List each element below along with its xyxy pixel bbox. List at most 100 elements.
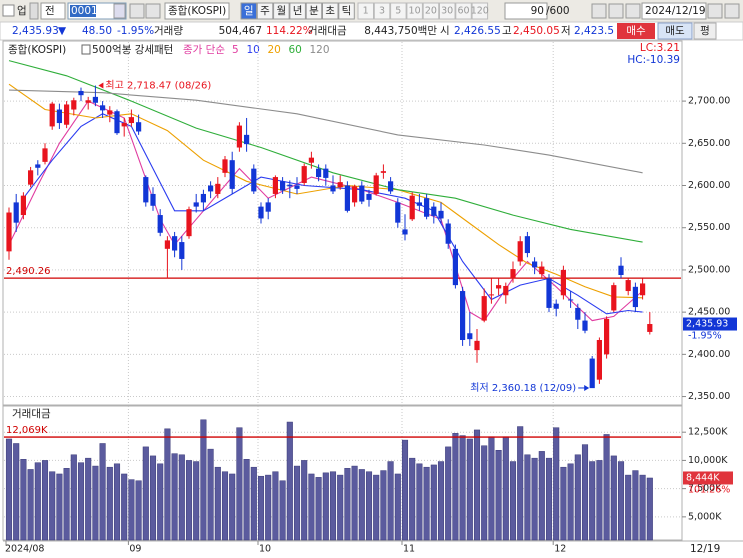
dropdown[interactable] (29, 2, 39, 20)
volume-bar (329, 471, 337, 541)
volume-bar (617, 461, 625, 541)
volume-bar (193, 461, 200, 541)
interval-label: 5 (395, 6, 401, 17)
candle-body (445, 223, 451, 244)
volume-bar (409, 457, 416, 541)
volume-bar (430, 464, 437, 541)
date-input[interactable] (641, 2, 707, 20)
candle-body (380, 171, 386, 173)
checkbox[interactable] (2, 4, 15, 17)
volume-bar (481, 445, 488, 541)
interval-button[interactable] (373, 2, 391, 20)
icon-button[interactable] (591, 3, 607, 19)
quote-value: 8,443,750백만 (364, 25, 437, 37)
candle-body (265, 202, 271, 212)
interval-button[interactable] (406, 2, 423, 20)
interval-button[interactable] (422, 2, 440, 20)
period-button[interactable] (256, 2, 274, 20)
volume-bar (581, 444, 589, 541)
period-button[interactable] (338, 2, 355, 20)
candle-body (42, 148, 48, 162)
candle-body (244, 134, 250, 145)
x-tick-label: 09 (129, 544, 141, 555)
candle-body (539, 266, 545, 275)
candle-body (215, 183, 221, 194)
candle-body (128, 117, 134, 124)
icon-button[interactable] (625, 3, 641, 19)
period-button[interactable] (240, 2, 257, 20)
volume-bar (243, 459, 250, 541)
scope-select[interactable] (40, 2, 66, 20)
volume-bar (207, 448, 214, 541)
interval-button[interactable] (455, 2, 472, 20)
candle-body (35, 164, 41, 168)
volume-bar (149, 455, 157, 541)
x-end-label: 12/19 (690, 543, 720, 555)
candle-body (157, 215, 163, 233)
candle-body (200, 193, 206, 203)
volume-bar (373, 474, 380, 541)
candle-body (359, 185, 365, 202)
candle-body (589, 358, 595, 389)
last-volume-pct: 101.26% (688, 484, 730, 495)
volume-bar (625, 474, 632, 541)
candle-body (13, 202, 19, 223)
interval-label: 120 (471, 6, 489, 17)
candle-body (596, 339, 602, 380)
buy-button[interactable] (617, 23, 655, 39)
extra-button[interactable] (693, 22, 717, 40)
candle-body (107, 110, 113, 115)
period-button[interactable] (273, 2, 290, 20)
quote-high: 2,450.05 (513, 25, 560, 37)
icon-button[interactable] (707, 3, 723, 19)
y-tick-label: 2,550.00 (688, 222, 730, 233)
volume-bar (99, 443, 106, 541)
quote-change-pct: -1.95% (117, 25, 154, 37)
period-button[interactable] (305, 2, 323, 20)
period-button[interactable] (322, 2, 339, 20)
buy-label: 매수 (626, 25, 646, 37)
candle-body (416, 202, 422, 206)
volume-bar (85, 457, 92, 541)
icon-button[interactable] (145, 3, 161, 19)
icon-button[interactable] (724, 3, 740, 19)
sell-button[interactable] (657, 22, 693, 40)
candle-body (546, 278, 552, 308)
volume-bar (49, 471, 56, 541)
ma-line (8, 89, 643, 174)
candle-body (121, 123, 127, 127)
candle-body (92, 96, 98, 103)
candle-body (524, 236, 530, 254)
volume-bar (221, 471, 229, 541)
candle-body (366, 193, 372, 200)
icon-button[interactable] (129, 3, 145, 19)
interval-button[interactable] (357, 2, 374, 20)
interval-button[interactable] (471, 2, 489, 20)
interval-button[interactable] (439, 2, 456, 20)
high-note: 최고 2,718.47 (08/26) (105, 80, 211, 92)
candle-body (236, 125, 242, 148)
dropdown[interactable] (113, 3, 126, 19)
period-button[interactable] (289, 2, 306, 20)
candle-body (344, 185, 350, 211)
interval-label: 60 (457, 6, 469, 17)
candle-body (431, 206, 437, 216)
icon-button[interactable] (608, 3, 624, 19)
candle-body (85, 100, 91, 103)
reference-label: 2,490.26 (6, 266, 51, 277)
last-price-box (683, 317, 737, 331)
candle-body (618, 265, 624, 275)
candle-body (150, 193, 156, 206)
candle-body (467, 333, 473, 340)
volume-bar (452, 433, 459, 541)
legend-entry: 60 (289, 44, 302, 56)
period-label: 일 (244, 4, 254, 17)
interval-button[interactable] (390, 2, 407, 20)
volume-bar (308, 473, 315, 541)
selection (70, 5, 96, 17)
volume-bar (531, 457, 538, 541)
interval-label: 10 (409, 6, 421, 17)
legend-entry: 5 (232, 44, 239, 56)
candle-body (330, 185, 336, 192)
count-input[interactable] (504, 2, 548, 20)
